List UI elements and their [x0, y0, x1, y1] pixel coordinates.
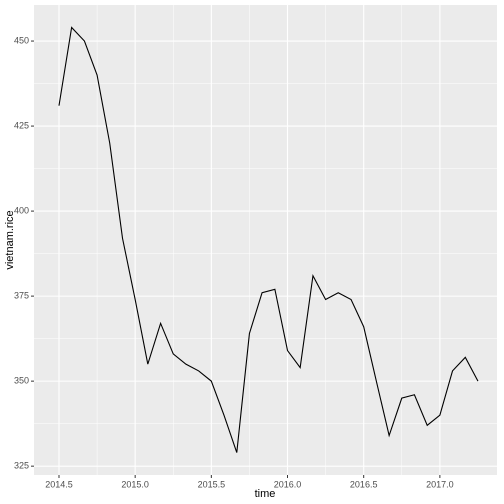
y-tick-label: 425	[14, 120, 29, 130]
y-tick-label: 400	[14, 205, 29, 215]
panel	[34, 5, 497, 475]
x-tick-label: 2015.5	[198, 479, 226, 489]
x-tick-label: 2016.5	[350, 479, 378, 489]
x-tick-label: 2014.5	[45, 479, 73, 489]
y-tick-label: 450	[14, 35, 29, 45]
y-tick-label: 325	[14, 461, 29, 471]
y-axis-title: vietnam.rice	[4, 210, 16, 269]
x-axis-title: time	[255, 488, 276, 500]
y-tick-label: 350	[14, 376, 29, 386]
line	[58, 26, 479, 453]
x-tick-label: 2016.0	[274, 479, 302, 489]
x-tick-label: 2017.0	[426, 479, 454, 489]
y-tick-label: 375	[14, 290, 29, 300]
x-tick-label: 2015.0	[121, 479, 149, 489]
